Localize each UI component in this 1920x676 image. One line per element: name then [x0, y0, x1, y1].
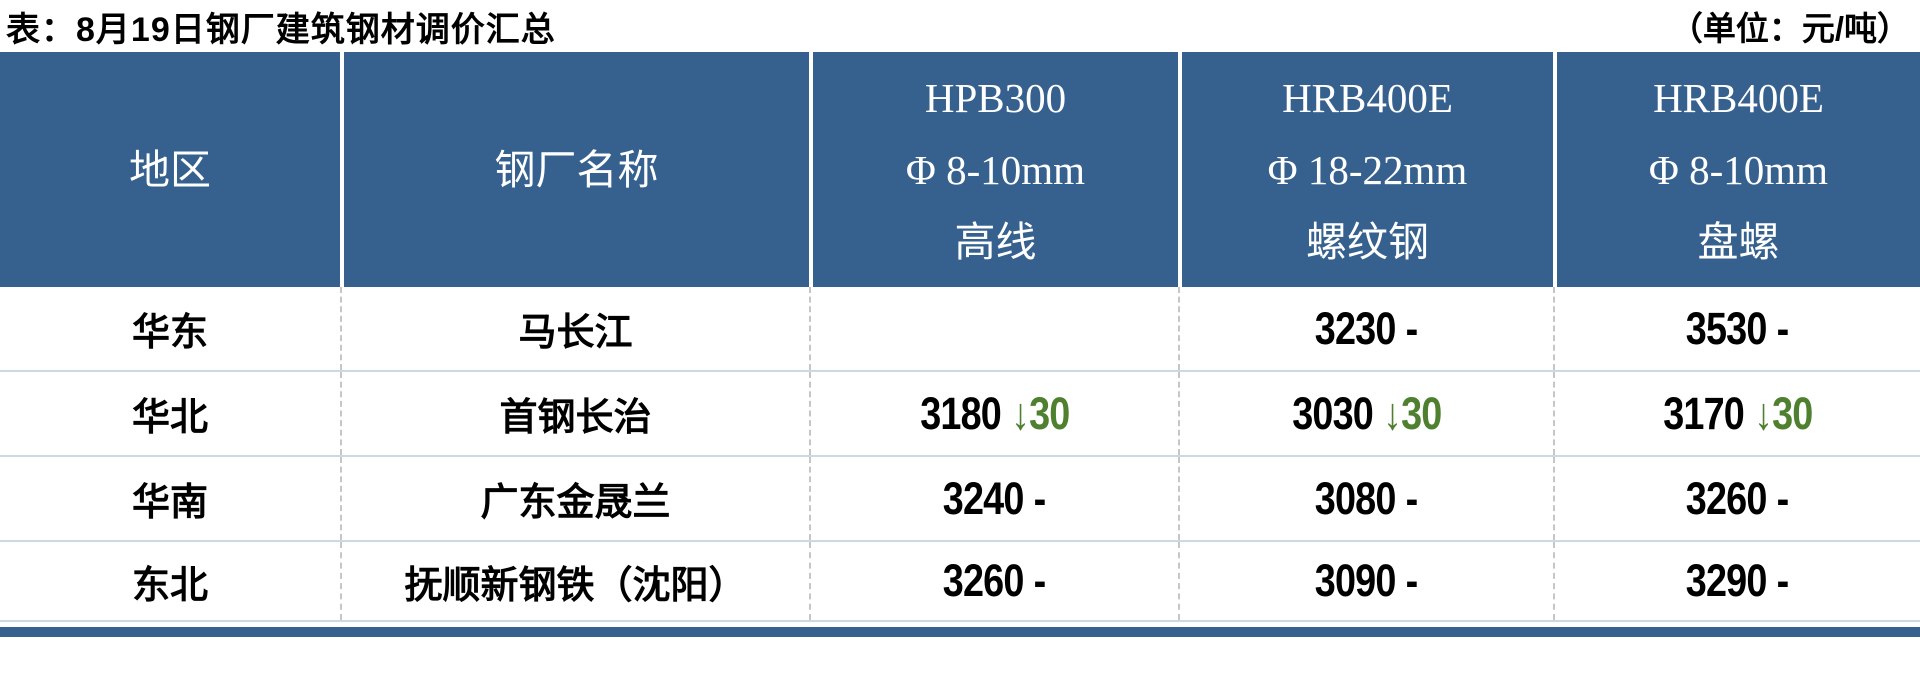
- column-header-hrb400e-coil: HRB400E Φ 8-10mm 盘螺: [1553, 52, 1920, 287]
- table-row: 华南 广东金晟兰 3240- 3080- 3260-: [0, 457, 1920, 542]
- table-row: 华北 首钢长治 3180 ↓30 3030 ↓30 3170 ↓30: [0, 372, 1920, 457]
- region-cell: 华南: [131, 482, 208, 524]
- column-header-mill-name: 钢厂名称: [340, 52, 809, 287]
- price-value: 3090: [1315, 555, 1397, 606]
- price-value: 3170: [1662, 387, 1745, 439]
- region-cell: 东北: [131, 564, 208, 607]
- price-change: -: [1777, 472, 1790, 524]
- column-header-label: 地区: [129, 146, 211, 193]
- price-value: 3030: [1291, 387, 1374, 439]
- table-row: 华东 马长江 3230- 3530-: [0, 287, 1920, 372]
- header-line: 盘螺: [1697, 218, 1780, 265]
- column-header-label: 钢厂名称: [494, 146, 659, 193]
- header-line: 高线: [954, 218, 1037, 265]
- price-cell: 3230-: [1178, 287, 1553, 370]
- price-value: 3530: [1686, 302, 1768, 354]
- title-bar: 表：8月19日钢厂建筑钢材调价汇总 （单位：元/吨）: [0, 0, 1920, 52]
- mill-cell: 广东金晟兰: [340, 457, 809, 540]
- price-cell: 3290-: [1553, 542, 1920, 620]
- header-line: HRB400E: [1653, 74, 1824, 121]
- region-cell: 华北: [131, 397, 208, 439]
- price-change: -: [1034, 555, 1047, 606]
- unit-label: （单位：元/吨）: [1669, 10, 1910, 47]
- price-cell: [809, 287, 1178, 370]
- header-line: Φ 18-22mm: [1267, 146, 1468, 193]
- price-cell: 3030 ↓30: [1178, 372, 1553, 455]
- price-value: 3180: [919, 387, 1002, 439]
- price-value: 3230: [1315, 302, 1397, 354]
- region-cell: 华东: [131, 312, 208, 354]
- price-cell: 3240-: [809, 457, 1178, 540]
- column-header-region: 地区: [0, 52, 340, 287]
- header-line: HPB300: [924, 74, 1067, 121]
- footer-accent-bar: [0, 627, 1920, 637]
- price-change-down: ↓30: [1753, 387, 1813, 439]
- price-value: 3290: [1686, 555, 1768, 606]
- header-line: 螺纹钢: [1306, 218, 1429, 265]
- price-change: -: [1406, 472, 1419, 524]
- mill-cell: 首钢长治: [340, 372, 809, 455]
- price-cell: 3260-: [809, 542, 1178, 620]
- price-change: -: [1034, 472, 1047, 524]
- price-cell: 3530-: [1553, 287, 1920, 370]
- page-title: 表：8月19日钢厂建筑钢材调价汇总: [6, 10, 556, 49]
- price-change: -: [1777, 555, 1790, 606]
- price-change: -: [1406, 555, 1419, 606]
- price-cell: 3080-: [1178, 457, 1553, 540]
- table-row: 东北 抚顺新钢铁（沈阳） 3260- 3090- 3290-: [0, 542, 1920, 622]
- price-cell: 3180 ↓30: [809, 372, 1178, 455]
- steel-price-table: 地区 钢厂名称 HPB300 Φ 8-10mm 高线 HRB400E Φ 18-…: [0, 52, 1920, 637]
- column-header-hpb300-wire: HPB300 Φ 8-10mm 高线: [809, 52, 1178, 287]
- header-line: Φ 8-10mm: [1648, 146, 1829, 193]
- price-value: 3080: [1315, 472, 1397, 524]
- header-line: Φ 8-10mm: [905, 146, 1086, 193]
- mill-cell: 抚顺新钢铁（沈阳）: [340, 542, 809, 620]
- price-value: 3260: [1686, 472, 1768, 524]
- price-cell: 3090-: [1178, 542, 1553, 620]
- footer-gap: [0, 622, 1920, 627]
- mill-cell: 马长江: [340, 287, 809, 370]
- price-value: 3240: [943, 472, 1025, 524]
- price-change-down: ↓30: [1010, 387, 1070, 439]
- price-value: 3260: [943, 555, 1025, 606]
- table-header-row: 地区 钢厂名称 HPB300 Φ 8-10mm 高线 HRB400E Φ 18-…: [0, 52, 1920, 287]
- header-line: HRB400E: [1282, 74, 1453, 121]
- price-change-down: ↓30: [1382, 387, 1442, 439]
- column-header-hrb400e-rebar: HRB400E Φ 18-22mm 螺纹钢: [1178, 52, 1553, 287]
- price-cell: 3260-: [1553, 457, 1920, 540]
- price-change: -: [1777, 302, 1790, 354]
- price-cell: 3170 ↓30: [1553, 372, 1920, 455]
- price-change: -: [1406, 302, 1419, 354]
